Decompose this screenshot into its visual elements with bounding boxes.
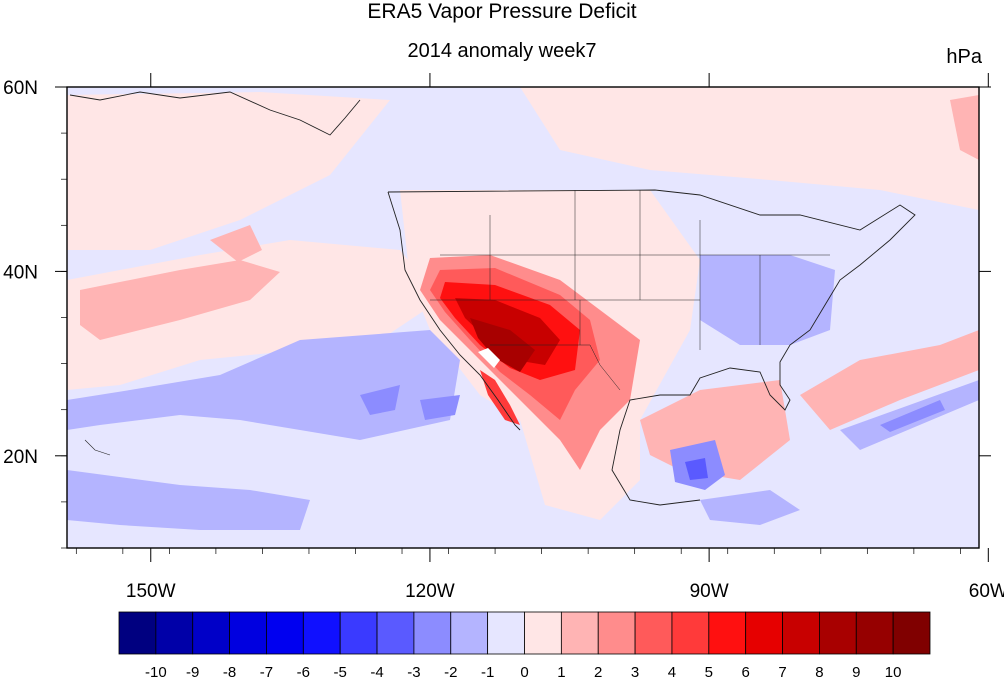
pacific-negative-patch-2 (420, 395, 460, 420)
colorbar-label: -5 (334, 664, 347, 681)
axis-ticks: 150W 120W 90W 60W 60N 40N 20N (3, 73, 1004, 602)
lat-tick-label: 60N (3, 78, 38, 99)
colorbar-swatch (487, 611, 525, 655)
colorbar-label: -6 (297, 664, 310, 681)
colorbar-swatch (339, 611, 378, 655)
colorbar-label: -3 (407, 664, 420, 681)
colorbar-label: -4 (370, 664, 383, 681)
atlantic-positive-area (800, 330, 979, 430)
colorbar-label: 10 (885, 664, 902, 681)
baja-anomaly-band (480, 370, 520, 425)
units-label: hPa (946, 46, 982, 68)
north-pacific-positive-area (67, 92, 390, 250)
colorbar-label: 2 (594, 664, 602, 681)
colorbar-swatch (229, 611, 267, 655)
colorbar: -10 -9 -8 -7 -6 -5 -4 -3 -2 -1 0 1 2 3 4 5 6 7 8 9 10 (118, 611, 931, 681)
colorbar-label: 6 (742, 664, 750, 681)
colorbar-label: -10 (145, 664, 167, 681)
colorbar-label: -7 (260, 664, 273, 681)
colorbar-label: 0 (520, 664, 528, 681)
atlantic-negative-streak (880, 400, 945, 432)
eastern-us-negative-area (700, 255, 835, 345)
colorbar-swatch (118, 611, 157, 655)
colorbar-label: -8 (223, 664, 236, 681)
colorbar-swatch (855, 611, 894, 655)
lon-tick-label: 90W (690, 581, 729, 602)
colorbar-swatch (560, 611, 599, 655)
colorbar-swatch (634, 611, 673, 655)
colorbar-label: 3 (631, 664, 639, 681)
map-subtitle: 2014 anomaly week7 (407, 40, 597, 62)
lon-tick-label: 120W (405, 581, 455, 602)
lon-tick-label: 150W (126, 581, 176, 602)
colorbar-swatch (671, 611, 710, 655)
colorbar-label: 9 (852, 664, 860, 681)
lat-tick-label: 20N (3, 447, 38, 468)
pacific-negative-patch (360, 385, 400, 415)
northeast-positive-patch (950, 95, 979, 160)
colorbar-swatch (892, 611, 931, 655)
colorbar-swatch (782, 611, 820, 655)
map-title: ERA5 Vapor Pressure Deficit (367, 0, 637, 23)
colorbar-label: 1 (557, 664, 565, 681)
coastline-borders (69, 91, 916, 506)
pacific-positive-patch (80, 260, 280, 340)
colorbar-swatch (597, 611, 636, 655)
colorbar-swatch (745, 611, 783, 655)
colorbar-swatch (524, 611, 562, 655)
colorbar-swatch (413, 611, 452, 655)
colorbar-label: -2 (444, 664, 457, 681)
colorbar-swatch (192, 611, 230, 655)
colorbar-swatch (450, 611, 489, 655)
lat-tick-label: 40N (3, 262, 38, 283)
pacific-negative-band (67, 330, 460, 440)
colorbar-swatch (302, 611, 341, 655)
south-caribbean-negative-area (700, 490, 800, 525)
tropical-pacific-negative-area (67, 470, 310, 530)
colorbar-swatch (376, 611, 415, 655)
lon-tick-label: 60W (969, 581, 1004, 602)
colorbar-label: 4 (668, 664, 676, 681)
colorbar-swatch (155, 611, 194, 655)
colorbar-label: -1 (481, 664, 494, 681)
caribbean-negative-core (685, 458, 708, 480)
colorbar-label: 7 (778, 664, 786, 681)
colorbar-swatch (266, 611, 304, 655)
pacific-small-positive-patch (210, 225, 262, 262)
colorbar-swatch (819, 611, 857, 655)
colorbar-swatch (708, 611, 747, 655)
canada-positive-area (520, 87, 979, 210)
colorbar-label: 8 (815, 664, 823, 681)
anomaly-field (67, 87, 979, 548)
colorbar-label: -9 (186, 664, 199, 681)
gulf-of-california-core (478, 348, 500, 368)
colorbar-label: 5 (705, 664, 713, 681)
